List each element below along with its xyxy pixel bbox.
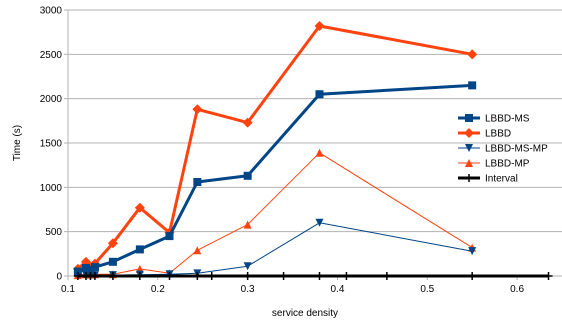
- legend-label: LBBD: [485, 129, 511, 140]
- series-group: [72, 20, 553, 280]
- data-point-marker: [135, 245, 144, 254]
- data-point-marker: [465, 159, 473, 167]
- data-point-marker: [165, 272, 174, 280]
- x-tick-label: 0.6: [510, 284, 524, 295]
- x-tick-label: 0.2: [151, 284, 165, 295]
- data-point-marker: [108, 257, 117, 266]
- legend-item: Interval: [458, 174, 518, 185]
- legend-item: LBBD-MS: [458, 114, 530, 125]
- legend-label: LBBD-MP: [485, 159, 530, 170]
- legend-label: LBBD-MS: [485, 114, 530, 125]
- data-point-marker: [90, 263, 99, 272]
- series-line: [77, 152, 473, 276]
- legend-item: LBBD: [458, 128, 511, 140]
- x-tick-label: 0.4: [331, 284, 345, 295]
- series-lbbd-ms: [73, 81, 477, 276]
- legend-item: LBBD-MP: [458, 159, 530, 170]
- data-point-marker: [135, 272, 144, 280]
- x-axis-title: service density: [272, 308, 338, 319]
- data-point-marker: [73, 267, 82, 276]
- y-tick-label: 1500: [40, 139, 63, 150]
- data-point-marker: [90, 272, 99, 280]
- data-point-marker: [108, 272, 117, 280]
- legend-label: Interval: [485, 174, 518, 185]
- tick-labels: 0 500 1000 1500 2000 2500 3000 0.1 0.2 0.3 0.4 0.5 0…: [40, 6, 525, 296]
- y-axis-title: Time (s): [12, 125, 23, 161]
- y-tick-label: 500: [45, 227, 62, 238]
- x-tick-label: 0.1: [61, 284, 75, 295]
- data-point-marker: [73, 272, 82, 280]
- data-point-marker: [467, 49, 478, 60]
- data-point-marker: [465, 174, 473, 182]
- y-tick-label: 0: [56, 272, 62, 283]
- data-point-marker: [207, 272, 216, 280]
- data-point-marker: [165, 232, 174, 241]
- data-point-marker: [279, 272, 288, 280]
- data-point-marker: [243, 220, 252, 229]
- data-point-marker: [193, 272, 202, 280]
- data-point-marker: [468, 272, 477, 280]
- data-point-marker: [193, 178, 202, 187]
- data-point-marker: [81, 264, 90, 273]
- data-point-marker: [242, 117, 253, 128]
- data-point-marker: [544, 272, 553, 280]
- y-tick-label: 2000: [40, 94, 63, 105]
- data-point-marker: [243, 272, 252, 280]
- data-point-marker: [465, 114, 473, 122]
- data-point-marker: [86, 265, 95, 274]
- x-tick-label: 0.5: [420, 284, 434, 295]
- data-point-marker: [464, 128, 474, 138]
- series-interval: [73, 272, 553, 280]
- data-point-marker: [107, 238, 118, 249]
- data-point-marker: [315, 218, 324, 227]
- data-point-marker: [243, 262, 252, 271]
- data-point-marker: [192, 104, 203, 115]
- y-tick-label: 3000: [40, 6, 63, 17]
- series-line: [76, 24, 473, 271]
- data-point-marker: [315, 272, 324, 280]
- y-tick-label: 2500: [40, 50, 63, 61]
- legend-label: LBBD-MS-MP: [485, 144, 548, 155]
- data-point-marker: [382, 272, 391, 280]
- data-point-marker: [468, 247, 477, 256]
- data-point-marker: [134, 202, 145, 213]
- data-point-marker: [468, 81, 477, 90]
- data-point-marker: [193, 246, 202, 255]
- data-point-marker: [314, 20, 325, 31]
- legend-item: LBBD-MS-MP: [458, 144, 548, 155]
- series-lbbd: [72, 20, 478, 274]
- y-tick-label: 1000: [40, 183, 63, 194]
- data-point-marker: [342, 272, 351, 280]
- data-point-marker: [465, 144, 473, 152]
- legend: LBBD-MS LBBD LBBD-MS-MP LBBD-MP Interval: [458, 114, 548, 185]
- data-point-marker: [315, 90, 324, 99]
- data-point-marker: [243, 171, 252, 180]
- series-line: [77, 83, 473, 273]
- data-point-marker: [315, 148, 324, 157]
- x-tick-label: 0.3: [241, 284, 255, 295]
